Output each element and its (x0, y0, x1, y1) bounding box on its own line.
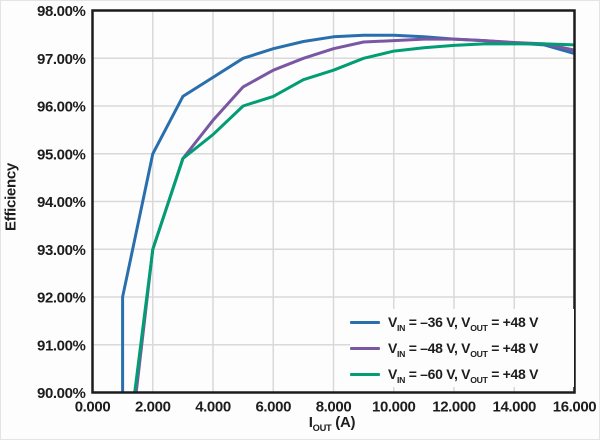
plot-frame (91, 9, 576, 394)
x-tick-label: 14.000 (493, 399, 537, 416)
y-tick-label: 96.00% (37, 99, 86, 116)
x-axis-title: IOUT (A) (308, 414, 356, 433)
legend-label: VIN = –48 V, VOUT = +48 V (388, 340, 539, 359)
y-tick-label: 90.00% (37, 385, 86, 402)
legend-item-vin-60: VIN = –60 V, VOUT = +48 V (350, 366, 574, 385)
series-line-vin-48 (134, 37, 575, 393)
y-tick-label: 91.00% (37, 337, 86, 354)
legend-label: VIN = –60 V, VOUT = +48 V (388, 366, 539, 385)
y-tick-label: 93.00% (37, 242, 86, 259)
y-tick-label: 94.00% (37, 194, 86, 211)
legend-line-swatch-purple (350, 346, 380, 350)
x-tick-label: 4.000 (195, 399, 231, 416)
legend-item-vin-48: VIN = –48 V, VOUT = +48 V (350, 340, 574, 359)
legend-label: VIN = –36 V, VOUT = +48 V (388, 314, 539, 333)
x-tick-label: 6.000 (255, 399, 291, 416)
legend-line-swatch-green (350, 372, 380, 376)
y-tick-label: 97.00% (37, 51, 86, 68)
x-tick-label: 8.000 (316, 399, 352, 416)
y-tick-label: 92.00% (37, 290, 86, 307)
x-tick-label: 2.000 (135, 399, 171, 416)
y-tick-label: 95.00% (37, 146, 86, 163)
x-tick-label: 12.000 (432, 399, 476, 416)
legend-line-swatch-blue (350, 320, 380, 324)
x-tick-label: 16.000 (553, 399, 597, 416)
x-tick-label: 10.000 (372, 399, 416, 416)
legend-item-vin-36: VIN = –36 V, VOUT = +48 V (350, 314, 574, 333)
x-tick-label: 0.000 (75, 399, 111, 416)
series-line-vin-60 (133, 42, 575, 393)
y-tick-label: 98.00% (37, 3, 86, 20)
legend: VIN = –36 V, VOUT = +48 V VIN = –48 V, V… (350, 309, 574, 387)
y-axis-title: Efficiency (2, 163, 20, 231)
